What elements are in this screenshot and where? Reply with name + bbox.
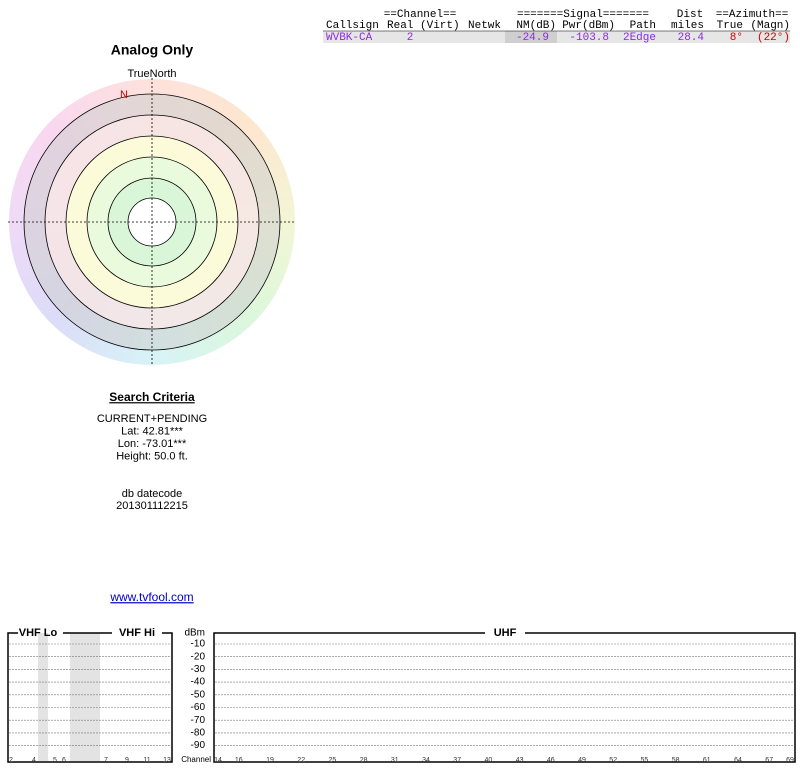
channel-label: Channel: [181, 755, 211, 764]
table-cell: 2Edge: [623, 32, 656, 44]
uhf-channel: 16: [235, 757, 243, 764]
level-label: -40: [191, 677, 206, 688]
table-cell: (22°): [757, 32, 790, 44]
band-shade: [38, 633, 48, 761]
column-header: miles: [671, 20, 704, 32]
db-value: 201301112215: [116, 500, 188, 512]
level-label: -50: [191, 689, 206, 700]
uhf-channel: 52: [609, 757, 617, 764]
uhf-channel: 58: [672, 757, 680, 764]
title: Analog Only: [111, 42, 194, 58]
uhf-channel: 61: [703, 757, 711, 764]
column-header: (Virt): [420, 20, 460, 32]
uhf-channel: 43: [516, 757, 524, 764]
uhf-channel: 67: [765, 757, 773, 764]
uhf-channel: 19: [266, 757, 274, 764]
true-north: TrueNorth: [127, 68, 176, 80]
uhf-channel: 34: [422, 757, 430, 764]
uhf-channel: 14: [214, 757, 222, 764]
level-label: -20: [191, 651, 206, 662]
criteria-line: Height: 50.0 ft.: [116, 450, 188, 462]
vhf-channel: 9: [125, 757, 129, 764]
uhf-channel: 31: [391, 757, 399, 764]
vhf-lo-label: VHF Lo: [19, 627, 58, 639]
level-label: -70: [191, 715, 206, 726]
column-header: Callsign: [326, 20, 379, 32]
table-cell: -103.8: [569, 32, 609, 44]
column-header: (Magn): [750, 20, 790, 32]
column-header: True: [717, 20, 743, 32]
level-label: -90: [191, 740, 206, 751]
criteria-title: Search Criteria: [109, 390, 195, 404]
unit-label: dBm: [184, 628, 205, 639]
uhf-frame: [213, 632, 796, 763]
criteria-line: Lon: -73.01***: [118, 438, 187, 450]
uhf-channel: 22: [297, 757, 305, 764]
column-header: NM(dB): [516, 20, 556, 32]
uhf-channel: 25: [329, 757, 337, 764]
spectrum-frames: [7, 632, 796, 763]
uhf-channel: 49: [578, 757, 586, 764]
table-cell: 28.4: [678, 32, 705, 44]
band-shade: [70, 633, 100, 761]
level-label: -80: [191, 728, 206, 739]
uhf-channel: 69: [786, 757, 794, 764]
vhf-channel: 4: [32, 757, 36, 764]
level-label: -60: [191, 702, 206, 713]
vhf-frame: [7, 632, 173, 763]
vhf-channel: 5: [53, 757, 57, 764]
column-header: Path: [630, 20, 656, 32]
db-label: db datecode: [122, 488, 183, 500]
cell-bg: [505, 31, 557, 43]
uhf-label: UHF: [494, 627, 517, 639]
column-header: Netwk: [468, 20, 501, 32]
level-label: -30: [191, 664, 206, 675]
criteria-line: Lat: 42.81***: [121, 425, 183, 437]
uhf-channel: 64: [734, 757, 742, 764]
column-header: Pwr(dBm): [562, 20, 615, 32]
group-header: ==Channel==: [384, 9, 457, 21]
group-header: Dist: [677, 9, 703, 21]
criteria-line: CURRENT+PENDING: [97, 413, 207, 425]
uhf-channel: 55: [641, 757, 649, 764]
vhf-channel: 2: [9, 757, 13, 764]
uhf-channel: 40: [485, 757, 493, 764]
table-cell: -24.9: [516, 32, 549, 44]
uhf-channel: 28: [360, 757, 368, 764]
uhf-channel: 46: [547, 757, 555, 764]
uhf-channel: 37: [453, 757, 461, 764]
group-header: =======Signal=======: [517, 9, 649, 21]
table-cell: WVBK-CA: [326, 32, 373, 44]
level-label: -10: [191, 639, 206, 650]
table-cell: 2: [407, 32, 414, 44]
vhf-channel: 13: [163, 757, 171, 764]
vhf-channel: 7: [104, 757, 108, 764]
column-header: Real: [387, 20, 413, 32]
vhf-channel: 11: [143, 757, 150, 764]
group-header: ==Azimuth==: [716, 9, 789, 21]
vhf-channel: 6: [62, 757, 66, 764]
table-cell: 8°: [730, 32, 743, 44]
site-link[interactable]: www.tvfool.com: [109, 590, 193, 604]
north-marker: N: [120, 89, 128, 101]
vhf-hi-label: VHF Hi: [119, 627, 155, 639]
